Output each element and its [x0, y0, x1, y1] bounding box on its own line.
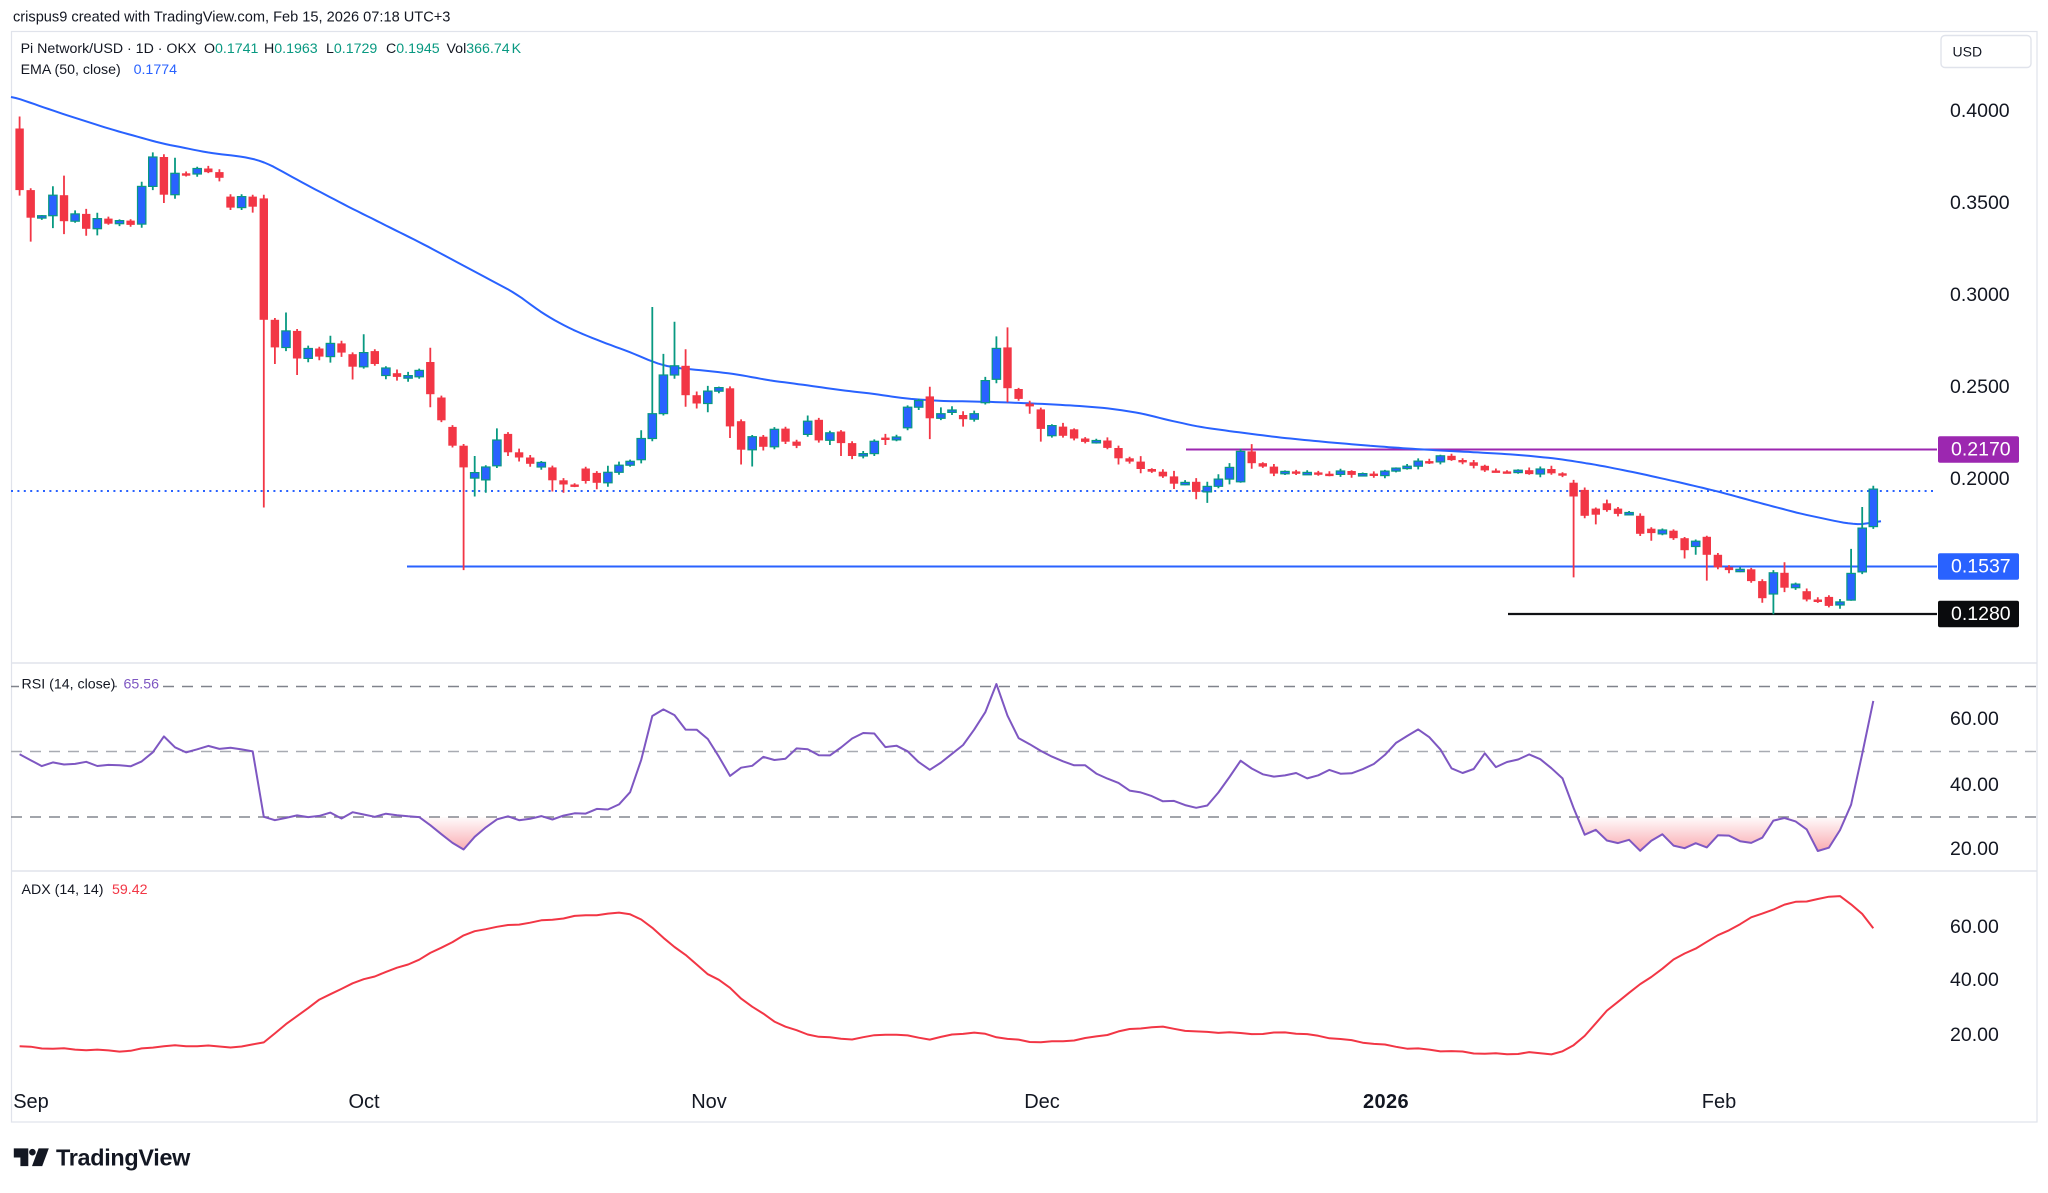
svg-text:Dec: Dec: [1024, 1091, 1060, 1113]
svg-text:0.3500: 0.3500: [1950, 192, 2010, 214]
svg-text:EMA (50, close)0.1774: EMA (50, close) 0.1774: [21, 62, 178, 78]
svg-text:60.00: 60.00: [1950, 708, 1999, 730]
svg-text:TradingView: TradingView: [56, 1145, 191, 1171]
svg-text:Oct: Oct: [348, 1091, 380, 1113]
svg-text:40.00: 40.00: [1950, 774, 1999, 796]
svg-text:0.3000: 0.3000: [1950, 284, 2010, 306]
svg-text:0.4000: 0.4000: [1950, 100, 2010, 122]
svg-text:ADX (14, 14)59.42: ADX (14, 14) 59.42: [22, 882, 148, 898]
svg-text:0.2170: 0.2170: [1951, 439, 2011, 461]
svg-text:2026: 2026: [1363, 1091, 1409, 1113]
svg-text:Sep: Sep: [13, 1091, 49, 1113]
svg-text:crispus9 created with TradingV: crispus9 created with TradingView.com, F…: [13, 10, 450, 26]
svg-text:0.1280: 0.1280: [1951, 603, 2011, 625]
svg-text:20.00: 20.00: [1950, 838, 1999, 860]
svg-text:USD: USD: [1953, 44, 1983, 60]
svg-text:0.2500: 0.2500: [1950, 376, 2010, 398]
svg-text:0.2000: 0.2000: [1950, 468, 2010, 490]
svg-text:40.00: 40.00: [1950, 969, 1999, 991]
svg-text:Nov: Nov: [691, 1091, 727, 1113]
svg-text:20.00: 20.00: [1950, 1024, 1999, 1046]
svg-text:60.00: 60.00: [1950, 916, 1999, 938]
svg-text:Feb: Feb: [1702, 1091, 1736, 1113]
svg-text:RSI (14, close)65.56: RSI (14, close) 65.56: [22, 677, 160, 693]
svg-text:0.1537: 0.1537: [1951, 556, 2011, 578]
